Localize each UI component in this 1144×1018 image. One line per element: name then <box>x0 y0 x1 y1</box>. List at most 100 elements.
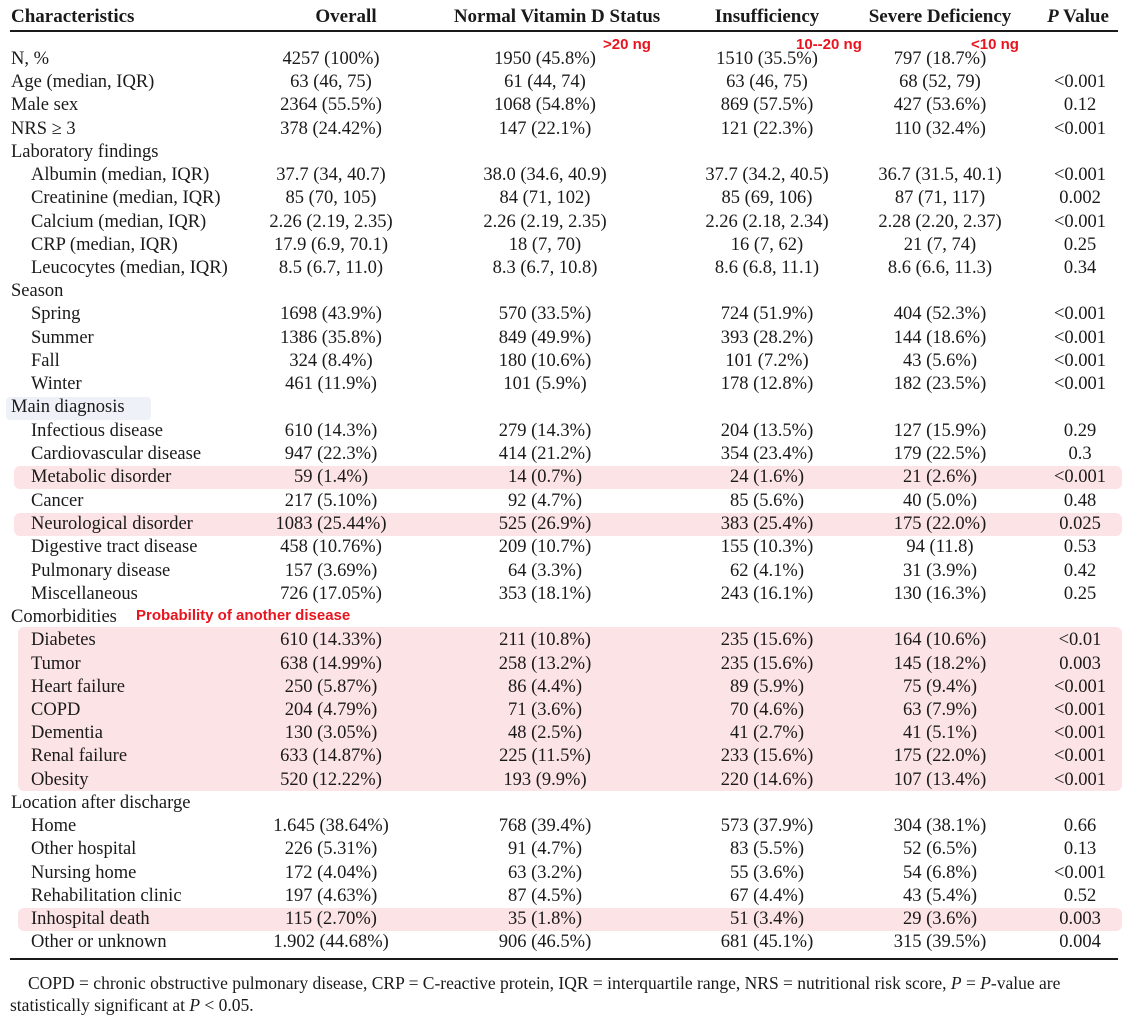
cell-severe: 130 (16.3%) <box>893 584 987 604</box>
row-label: Obesity <box>31 770 89 790</box>
cell-overall: 1386 (35.8%) <box>280 328 382 348</box>
cell-insufficiency: 24 (1.6%) <box>730 467 804 487</box>
row-label: Digestive tract disease <box>31 537 198 557</box>
cell-insufficiency: 235 (15.6%) <box>720 654 814 674</box>
cell-overall: 37.7 (34, 40.7) <box>276 165 386 185</box>
cell-p: 0.25 <box>1063 584 1097 604</box>
cell-severe: 164 (10.6%) <box>893 630 987 650</box>
cell-normal: 8.3 (6.7, 10.8) <box>492 258 598 278</box>
cell-normal: 87 (4.5%) <box>508 886 582 906</box>
table-row: Digestive tract disease 458 (10.76%) 209 (… <box>0 536 1144 559</box>
table-row: Metabolic disorder 59 (1.4%) 14 (0.7%) 24 (… <box>0 466 1144 489</box>
cell-p: 0.52 <box>1063 886 1097 906</box>
cell-severe: 63 (7.9%) <box>903 700 977 720</box>
cell-overall: 17.9 (6.9, 70.1) <box>273 235 389 255</box>
cell-p: <0.001 <box>1053 304 1107 324</box>
cell-normal: 525 (26.9%) <box>498 514 592 534</box>
cell-insufficiency: 235 (15.6%) <box>720 630 814 650</box>
row-label: Heart failure <box>31 677 125 697</box>
cell-overall: 115 (2.70%) <box>285 909 377 929</box>
cell-p: 0.3 <box>1068 444 1092 464</box>
table-row: Miscellaneous 726 (17.05%) 353 (18.1%) 243 … <box>0 583 1144 606</box>
header-severe-deficiency: Severe Deficiency <box>868 6 1012 27</box>
header-overall: Overall <box>315 6 377 27</box>
cell-severe: 404 (52.3%) <box>893 304 987 324</box>
row-label: Laboratory findings <box>11 142 159 162</box>
cell-insufficiency: 573 (37.9%) <box>720 816 814 836</box>
cell-severe: 110 (32.4%) <box>894 119 986 139</box>
row-label: Leucocytes (median, IQR) <box>31 258 228 278</box>
cell-normal: 209 (10.7%) <box>498 537 592 557</box>
cell-overall: 1083 (25.44%) <box>275 514 387 534</box>
cell-overall: 172 (4.04%) <box>284 863 378 883</box>
row-label: Comorbidities <box>11 607 117 627</box>
table-row: Leucocytes (median, IQR) 8.5 (6.7, 11.0) 8… <box>0 257 1144 280</box>
row-label: Nursing home <box>31 863 137 883</box>
cell-insufficiency: 155 (10.3%) <box>720 537 814 557</box>
cell-insufficiency: 121 (22.3%) <box>720 119 814 139</box>
cell-normal: 1068 (54.8%) <box>494 95 596 115</box>
cell-p: <0.001 <box>1053 119 1107 139</box>
cell-severe: 8.6 (6.6, 11.3) <box>887 258 993 278</box>
row-label: Age (median, IQR) <box>11 72 155 92</box>
row-label: Creatinine (median, IQR) <box>31 188 221 208</box>
table-row: Other hospital 226 (5.31%) 91 (4.7%) 83 (5.… <box>0 838 1144 861</box>
main-diagnosis-highlight <box>6 397 151 420</box>
cell-severe: 94 (11.8) <box>906 537 974 557</box>
row-label: Tumor <box>31 654 81 674</box>
table-row: Nursing home 172 (4.04%) 63 (3.2%) 55 (3.6%… <box>0 862 1144 885</box>
group-header-row: Season <box>0 280 1144 303</box>
cell-insufficiency: 85 (69, 106) <box>721 188 813 208</box>
comorbidities-highlight <box>18 627 1122 791</box>
cell-normal: 849 (49.9%) <box>498 328 592 348</box>
cell-p: 0.12 <box>1063 95 1097 115</box>
table-footnote: COPD = chronic obstructive pulmonary dis… <box>10 973 1061 1015</box>
cell-normal: 225 (11.5%) <box>499 746 591 766</box>
cell-overall: 204 (4.79%) <box>284 700 378 720</box>
cell-p: <0.001 <box>1053 374 1107 394</box>
cell-insufficiency: 393 (28.2%) <box>720 328 814 348</box>
cell-normal: 906 (46.5%) <box>498 932 592 952</box>
cell-p: <0.001 <box>1053 212 1107 232</box>
cell-insufficiency: 37.7 (34.2, 40.5) <box>705 165 829 185</box>
cell-severe: 304 (38.1%) <box>893 816 987 836</box>
group-header-row: Location after discharge <box>0 792 1144 815</box>
cell-p: 0.003 <box>1059 909 1101 929</box>
cell-severe: 21 (7, 74) <box>903 235 977 255</box>
table-row: Tumor 638 (14.99%) 258 (13.2%) 235 (15.6%) 1… <box>0 653 1144 676</box>
cell-overall: 226 (5.31%) <box>284 839 378 859</box>
cell-normal: 193 (9.9%) <box>503 770 587 790</box>
row-label: Miscellaneous <box>31 584 138 604</box>
cell-overall: 458 (10.76%) <box>280 537 382 557</box>
table-row: CRP (median, IQR) 17.9 (6.9, 70.1) 18 (7, … <box>0 234 1144 257</box>
cell-overall: 726 (17.05%) <box>280 584 382 604</box>
table-row: Other or unknown 1.902 (44.68%) 906 (46.5%… <box>0 931 1144 954</box>
group-header-row: Comorbidities <box>0 606 1144 629</box>
row-label: Diabetes <box>31 630 96 650</box>
insufficiency-threshold-annotation: 10--20 ng <box>796 36 862 53</box>
cell-normal: 91 (4.7%) <box>508 839 582 859</box>
normal-threshold-annotation: >20 ng <box>603 36 651 53</box>
table-row: Spring 1698 (43.9%) 570 (33.5%) 724 (51.9%)… <box>0 303 1144 326</box>
cell-overall: 2.26 (2.19, 2.35) <box>269 212 393 232</box>
cell-overall: 2364 (55.5%) <box>280 95 382 115</box>
cell-normal: 101 (5.9%) <box>503 374 587 394</box>
cell-normal: 1950 (45.8%) <box>494 49 596 69</box>
cell-severe: 87 (71, 117) <box>894 188 986 208</box>
cell-p: <0.001 <box>1053 746 1107 766</box>
inhospital-death-highlight <box>18 908 1122 931</box>
cell-p: 0.25 <box>1063 235 1097 255</box>
cell-overall: 85 (70, 105) <box>285 188 377 208</box>
cell-insufficiency: 869 (57.5%) <box>720 95 814 115</box>
row-label: Rehabilitation clinic <box>31 886 182 906</box>
row-label: Renal failure <box>31 746 128 766</box>
table-row: Winter 461 (11.9%) 101 (5.9%) 178 (12.8%) 18… <box>0 373 1144 396</box>
table-row: Summer 1386 (35.8%) 849 (49.9%) 393 (28.2%)… <box>0 327 1144 350</box>
comorbidities-annotation: Probability of another disease <box>136 607 351 624</box>
row-label: Fall <box>31 351 60 371</box>
cell-normal: 18 (7, 70) <box>508 235 582 255</box>
row-label: N, % <box>11 49 50 69</box>
cell-p: 0.48 <box>1063 491 1097 511</box>
cell-severe: 175 (22.0%) <box>893 514 987 534</box>
table-row: Obesity 520 (12.22%) 193 (9.9%) 220 (14.6%)… <box>0 769 1144 792</box>
